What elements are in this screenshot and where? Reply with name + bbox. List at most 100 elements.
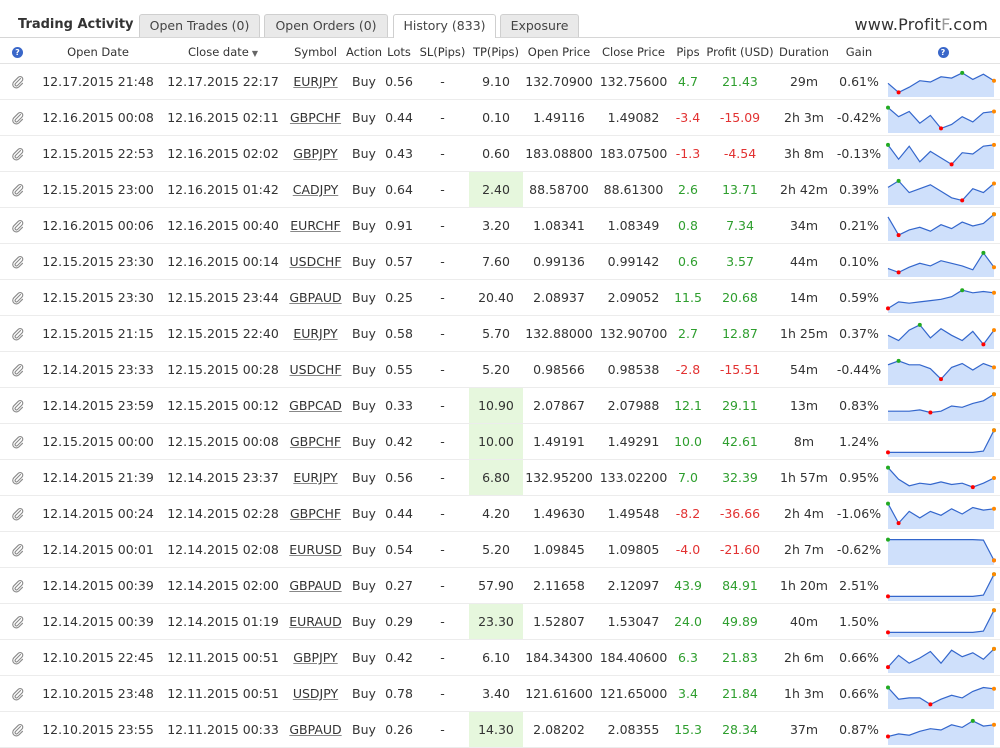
paperclip-icon[interactable]: [11, 399, 25, 413]
attach-cell[interactable]: [0, 99, 35, 136]
paperclip-icon[interactable]: [11, 111, 25, 125]
table-row[interactable]: 12.15.2015 23:30 12.15.2015 23:44 GBPAUD Bu…: [0, 279, 1000, 316]
paperclip-icon[interactable]: [11, 723, 25, 737]
symbol-cell[interactable]: USDJPY: [285, 675, 346, 712]
table-row[interactable]: 12.15.2015 22:53 12.16.2015 02:02 GBPJPY Bu…: [0, 135, 1000, 172]
table-row[interactable]: 12.14.2015 00:39 12.14.2015 01:19 EURAUD Bu…: [0, 603, 1000, 640]
col-pips[interactable]: Pips: [672, 40, 704, 64]
attach-cell[interactable]: [0, 711, 35, 748]
col-action[interactable]: Action: [346, 40, 382, 64]
col-open-price[interactable]: Open Price: [523, 40, 595, 64]
symbol-cell[interactable]: EURCHF: [285, 207, 346, 244]
table-row[interactable]: 12.10.2015 23:55 12.11.2015 00:33 GBPAUD Bu…: [0, 711, 1000, 748]
attach-cell[interactable]: [0, 279, 35, 316]
attach-cell[interactable]: [0, 603, 35, 640]
symbol-cell[interactable]: GBPAUD: [285, 711, 346, 748]
symbol-cell[interactable]: GBPCHF: [285, 99, 346, 136]
col-profit[interactable]: Profit (USD): [704, 40, 776, 64]
open-date-cell: 12.14.2015 00:01: [35, 531, 161, 568]
tab-open-orders[interactable]: Open Orders (0): [264, 14, 388, 37]
paperclip-icon[interactable]: [11, 507, 25, 521]
attach-cell[interactable]: [0, 495, 35, 532]
paperclip-icon[interactable]: [11, 219, 25, 233]
table-row[interactable]: 12.10.2015 23:48 12.11.2015 00:51 USDJPY Bu…: [0, 675, 1000, 712]
table-row[interactable]: 12.16.2015 00:08 12.16.2015 02:11 GBPCHF Bu…: [0, 99, 1000, 136]
attach-cell[interactable]: [0, 207, 35, 244]
table-row[interactable]: 12.14.2015 21:39 12.14.2015 23:37 EURJPY Bu…: [0, 459, 1000, 496]
paperclip-icon[interactable]: [11, 291, 25, 305]
spark-help-header[interactable]: ?: [886, 40, 1000, 64]
col-lots[interactable]: Lots: [382, 40, 416, 64]
symbol-cell[interactable]: USDCHF: [285, 243, 346, 280]
col-gain[interactable]: Gain: [832, 40, 886, 64]
attach-cell[interactable]: [0, 63, 35, 100]
table-row[interactable]: 12.10.2015 22:45 12.11.2015 00:51 GBPJPY Bu…: [0, 639, 1000, 676]
attach-cell[interactable]: [0, 387, 35, 424]
table-row[interactable]: 12.14.2015 23:33 12.15.2015 00:28 USDCHF Bu…: [0, 351, 1000, 388]
symbol-cell[interactable]: EURJPY: [285, 459, 346, 496]
symbol-cell[interactable]: CADJPY: [285, 171, 346, 208]
col-tp[interactable]: TP(Pips): [469, 40, 523, 64]
symbol-cell[interactable]: EURJPY: [285, 63, 346, 100]
attach-cell[interactable]: [0, 423, 35, 460]
help-icon[interactable]: ?: [12, 46, 23, 58]
paperclip-icon[interactable]: [11, 579, 25, 593]
attach-cell[interactable]: [0, 351, 35, 388]
paperclip-icon[interactable]: [11, 255, 25, 269]
paperclip-icon[interactable]: [11, 75, 25, 89]
sparkline-chart: [887, 178, 996, 205]
col-close-price[interactable]: Close Price: [595, 40, 672, 64]
attach-cell[interactable]: [0, 135, 35, 172]
symbol-cell[interactable]: EURAUD: [285, 603, 346, 640]
col-close-date[interactable]: Close date ▼: [161, 40, 285, 64]
col-symbol[interactable]: Symbol: [285, 40, 346, 64]
table-row[interactable]: 12.14.2015 00:01 12.14.2015 02:08 EURUSD Bu…: [0, 531, 1000, 568]
symbol-cell[interactable]: EURUSD: [285, 531, 346, 568]
symbol-cell[interactable]: GBPAUD: [285, 567, 346, 604]
table-row[interactable]: 12.14.2015 00:24 12.14.2015 02:28 GBPCHF Bu…: [0, 495, 1000, 532]
table-row[interactable]: 12.15.2015 00:00 12.15.2015 00:08 GBPCHF Bu…: [0, 423, 1000, 460]
paperclip-icon[interactable]: [11, 363, 25, 377]
tab-history[interactable]: History (833): [393, 14, 496, 38]
attach-cell[interactable]: [0, 567, 35, 604]
paperclip-icon[interactable]: [11, 543, 25, 557]
table-row[interactable]: 12.14.2015 00:39 12.14.2015 02:00 GBPAUD Bu…: [0, 567, 1000, 604]
attach-cell[interactable]: [0, 639, 35, 676]
attach-cell[interactable]: [0, 531, 35, 568]
paperclip-icon[interactable]: [11, 471, 25, 485]
paperclip-icon[interactable]: [11, 183, 25, 197]
tab-exposure[interactable]: Exposure: [500, 14, 579, 37]
col-open-date[interactable]: Open Date: [35, 40, 161, 64]
attach-cell[interactable]: [0, 315, 35, 352]
attach-cell[interactable]: [0, 459, 35, 496]
attach-cell[interactable]: [0, 243, 35, 280]
col-duration[interactable]: Duration: [776, 40, 832, 64]
paperclip-icon[interactable]: [11, 651, 25, 665]
symbol-cell[interactable]: GBPCHF: [285, 423, 346, 460]
table-row[interactable]: 12.15.2015 21:15 12.15.2015 22:40 EURJPY Bu…: [0, 315, 1000, 352]
paperclip-icon[interactable]: [11, 147, 25, 161]
symbol-cell[interactable]: GBPJPY: [285, 639, 346, 676]
help-icon[interactable]: ?: [937, 46, 949, 58]
table-row[interactable]: 12.14.2015 23:59 12.15.2015 00:12 GBPCAD Bu…: [0, 387, 1000, 424]
paperclip-icon[interactable]: [11, 435, 25, 449]
table-row[interactable]: 12.15.2015 23:00 12.16.2015 01:42 CADJPY Bu…: [0, 171, 1000, 208]
help-header[interactable]: ?: [0, 40, 35, 64]
paperclip-icon[interactable]: [11, 327, 25, 341]
symbol-cell[interactable]: GBPCHF: [285, 495, 346, 532]
attach-cell[interactable]: [0, 675, 35, 712]
table-row[interactable]: 12.17.2015 21:48 12.17.2015 22:17 EURJPY Bu…: [0, 63, 1000, 100]
table-row[interactable]: 12.15.2015 23:30 12.16.2015 00:14 USDCHF Bu…: [0, 243, 1000, 280]
paperclip-icon[interactable]: [11, 615, 25, 629]
sparkline-cell: [886, 531, 1000, 568]
table-row[interactable]: 12.16.2015 00:06 12.16.2015 00:40 EURCHF Bu…: [0, 207, 1000, 244]
col-sl[interactable]: SL(Pips): [416, 40, 469, 64]
symbol-cell[interactable]: GBPCAD: [285, 387, 346, 424]
symbol-cell[interactable]: GBPAUD: [285, 279, 346, 316]
tab-open-trades[interactable]: Open Trades (0): [139, 14, 260, 37]
symbol-cell[interactable]: EURJPY: [285, 315, 346, 352]
paperclip-icon[interactable]: [11, 687, 25, 701]
attach-cell[interactable]: [0, 171, 35, 208]
symbol-cell[interactable]: USDCHF: [285, 351, 346, 388]
symbol-cell[interactable]: GBPJPY: [285, 135, 346, 172]
